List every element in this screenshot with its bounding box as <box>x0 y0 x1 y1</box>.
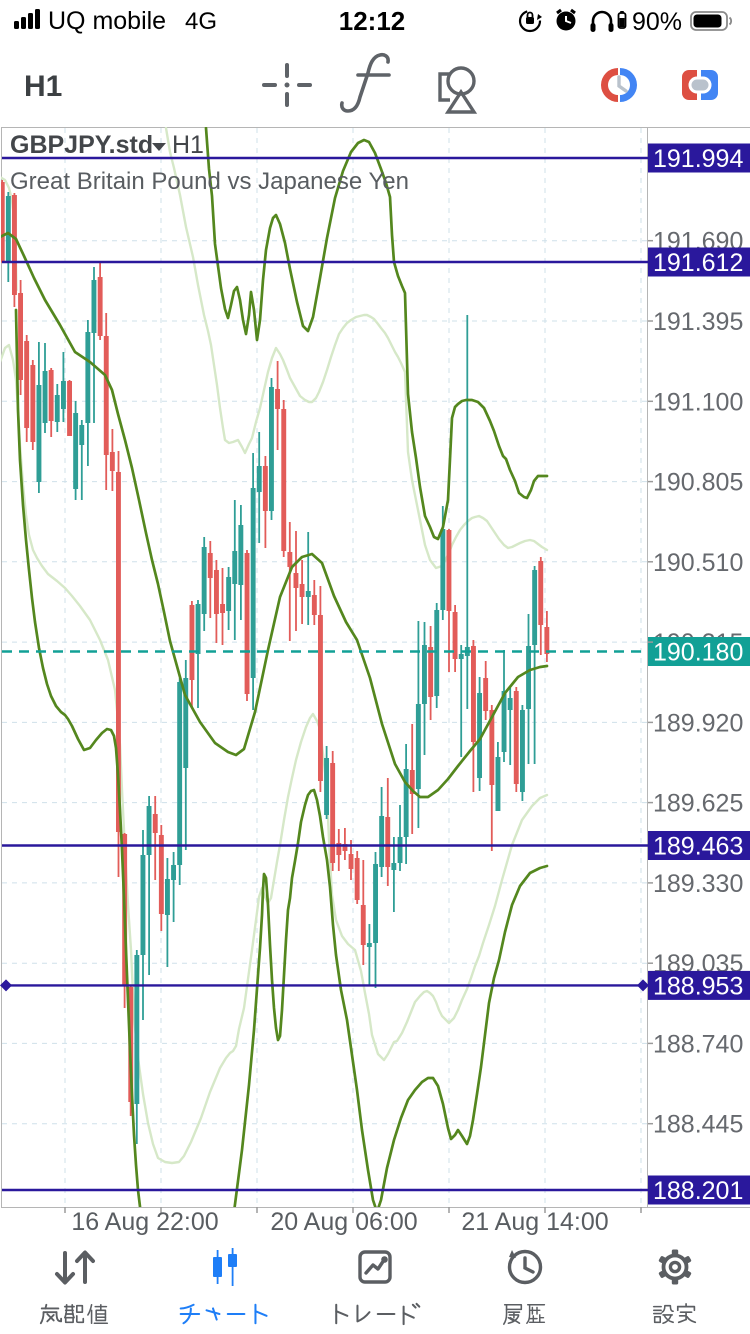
svg-text:191.100: 191.100 <box>653 388 743 416</box>
svg-text:190.805: 190.805 <box>653 469 743 497</box>
svg-text:191.612: 191.612 <box>653 249 743 277</box>
svg-text:188.445: 188.445 <box>653 1111 743 1139</box>
svg-text:191.395: 191.395 <box>653 308 743 336</box>
svg-text:189.330: 189.330 <box>653 870 743 898</box>
svg-text:90%: 90% <box>632 8 682 36</box>
svg-text:H1: H1 <box>24 70 62 103</box>
svg-text:188.953: 188.953 <box>653 972 743 1000</box>
svg-text:16 Aug 22:00: 16 Aug 22:00 <box>71 1208 218 1236</box>
svg-text:4G: 4G <box>185 8 217 35</box>
svg-text:190.510: 190.510 <box>653 549 743 577</box>
svg-text:191.994: 191.994 <box>653 145 743 173</box>
svg-text:H1: H1 <box>172 131 204 159</box>
svg-text:190.180: 190.180 <box>653 639 743 667</box>
svg-text:189.463: 189.463 <box>653 833 743 861</box>
svg-text:UQ mobile: UQ mobile <box>48 7 166 35</box>
svg-text:188.740: 188.740 <box>653 1030 743 1058</box>
svg-text:188.201: 188.201 <box>653 1177 743 1205</box>
svg-text:GBPJPY.std: GBPJPY.std <box>10 131 153 159</box>
svg-text:12:12: 12:12 <box>339 6 406 36</box>
svg-text:20 Aug 06:00: 20 Aug 06:00 <box>270 1208 417 1236</box>
svg-text:189.625: 189.625 <box>653 790 743 818</box>
svg-text:21 Aug 14:00: 21 Aug 14:00 <box>461 1208 608 1236</box>
svg-text:189.920: 189.920 <box>653 709 743 737</box>
svg-text:Great Britain Pound vs Japanes: Great Britain Pound vs Japanese Yen <box>10 168 409 195</box>
